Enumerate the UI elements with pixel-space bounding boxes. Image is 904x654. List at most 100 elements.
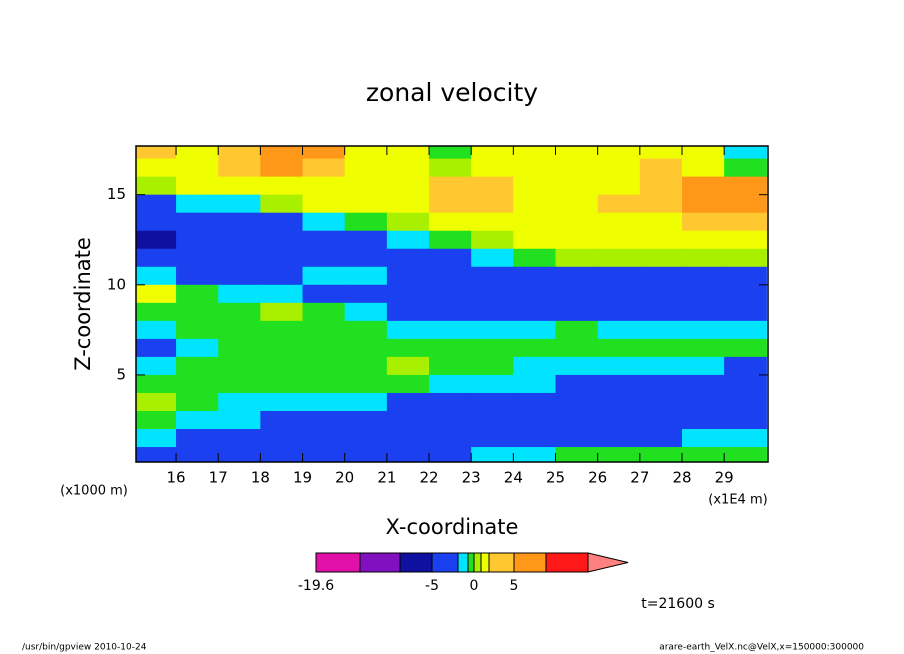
x-unit: (x1E4 m)	[708, 493, 767, 508]
contour-cell	[555, 230, 599, 250]
contour-cell	[386, 392, 430, 412]
contour-cell	[136, 392, 177, 412]
contour-cell	[639, 230, 683, 250]
x-tick-label: 21	[377, 469, 396, 487]
contour-cell	[639, 158, 683, 178]
contour-cell	[555, 146, 599, 160]
contour-cell	[429, 146, 472, 160]
contour-cell	[681, 266, 725, 286]
x-tick-label: 17	[209, 469, 228, 487]
y-tick-label: 15	[107, 185, 126, 203]
contour-cell	[681, 212, 725, 232]
contour-cell	[429, 320, 472, 340]
contour-cell	[724, 356, 767, 376]
contour-cell	[302, 284, 346, 304]
contour-cell	[344, 429, 388, 448]
contour-cell	[344, 266, 388, 286]
contour-cell	[429, 447, 472, 462]
contour-cell	[344, 410, 388, 430]
y-tick-label: 5	[116, 365, 126, 383]
contour-cell	[344, 158, 388, 178]
contour-cell	[344, 212, 388, 232]
contour-cell	[260, 338, 304, 358]
chart-title: zonal velocity	[366, 78, 538, 107]
contour-cell	[639, 356, 683, 376]
contour-cell	[176, 146, 219, 160]
contour-cell	[136, 338, 177, 358]
contour-cell	[513, 284, 557, 304]
contour-cell	[555, 266, 599, 286]
contour-cell	[597, 248, 641, 268]
contour-cell	[513, 429, 557, 448]
contour-cell	[555, 320, 599, 340]
contour-cell	[302, 320, 346, 340]
contour-cell	[597, 158, 641, 178]
contour-cell	[260, 320, 304, 340]
contour-cell	[386, 374, 430, 394]
contour-cell	[513, 374, 557, 394]
contour-cell	[681, 374, 725, 394]
contour-cell	[639, 194, 683, 214]
contour-cell	[218, 320, 261, 340]
contour-cell	[597, 338, 641, 358]
contour-cell	[681, 320, 725, 340]
contour-cell	[724, 392, 767, 412]
colorbar-box	[315, 552, 361, 573]
contour-cell	[639, 302, 683, 322]
contour-cell	[471, 447, 514, 462]
contour-cell	[344, 194, 388, 214]
contour-cell	[639, 410, 683, 430]
x-tick-label: 18	[251, 469, 270, 487]
contour-cell	[176, 248, 219, 268]
contour-cell	[555, 392, 599, 412]
contour-cell	[471, 338, 514, 358]
x-tick-label: 19	[293, 469, 312, 487]
contour-cell	[555, 176, 599, 196]
contour-cell	[513, 266, 557, 286]
x-tick-label: 25	[546, 469, 565, 487]
contour-cell	[176, 392, 219, 412]
contour-cell	[555, 429, 599, 448]
contour-cell	[386, 176, 430, 196]
contour-cell	[176, 374, 219, 394]
x-tick-label: 26	[588, 469, 607, 487]
contour-cell	[136, 176, 177, 196]
contour-cell	[555, 248, 599, 268]
contour-cell	[681, 176, 725, 196]
colorbar-box	[545, 552, 589, 573]
contour-cell	[513, 302, 557, 322]
contour-cell	[597, 194, 641, 214]
contour-cell	[176, 212, 219, 232]
contour-cell	[136, 302, 177, 322]
contour-cell	[597, 429, 641, 448]
contour-cell	[724, 248, 767, 268]
plot-frame	[135, 145, 769, 463]
contour-cell	[386, 338, 430, 358]
contour-cell	[681, 146, 725, 160]
contour-cell	[136, 266, 177, 286]
contour-cell	[386, 410, 430, 430]
contour-cell	[681, 302, 725, 322]
contour-cell	[597, 176, 641, 196]
contour-cell	[724, 194, 767, 214]
contour-cell	[218, 194, 261, 214]
contour-cell	[136, 212, 177, 232]
contour-cell	[260, 392, 304, 412]
x-tick-label: 16	[167, 469, 186, 487]
contour-cell	[176, 356, 219, 376]
contour-cell	[344, 374, 388, 394]
x-tick-label: 28	[672, 469, 691, 487]
contour-cell	[724, 146, 767, 160]
contour-cell	[386, 302, 430, 322]
contour-cell	[555, 158, 599, 178]
contour-cell	[218, 374, 261, 394]
contour-cell	[639, 392, 683, 412]
contour-cell	[386, 212, 430, 232]
contour-cell	[218, 410, 261, 430]
contour-cell	[302, 429, 346, 448]
contour-cell	[136, 356, 177, 376]
colorbar-tick-label: 0	[470, 578, 479, 594]
contour-cell	[136, 194, 177, 214]
x-tick-label: 22	[419, 469, 438, 487]
contour-cell	[513, 194, 557, 214]
